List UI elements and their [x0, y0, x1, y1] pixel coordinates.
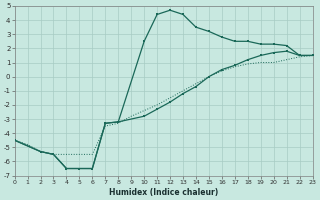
X-axis label: Humidex (Indice chaleur): Humidex (Indice chaleur) — [109, 188, 218, 197]
